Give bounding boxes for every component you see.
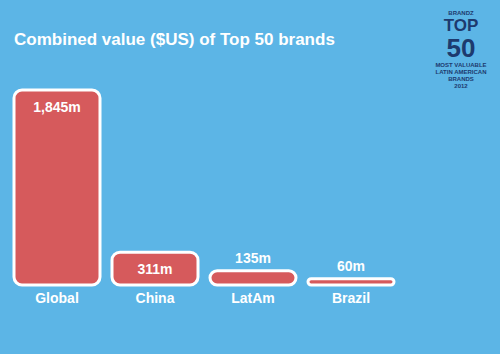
svg-text:Brazil: Brazil [332, 290, 370, 306]
html-text:50: 50 [446, 33, 476, 63]
svg-text:1,845m: 1,845m [33, 99, 80, 115]
svg-text:LatAm: LatAm [231, 290, 275, 306]
svg-text:China: China [136, 290, 175, 306]
svg-text:311m: 311m [137, 261, 172, 277]
svg-text:Global: Global [35, 290, 79, 306]
html-text:2012: 2012 [454, 83, 468, 89]
html-text:MOST VALUABLE: MOST VALUABLE [435, 62, 487, 68]
html-text:Combined value ($US) of Top 50: Combined value ($US) of Top 50 brands [14, 30, 335, 49]
svg-text:135m: 135m [235, 250, 271, 266]
svg-text:60m: 60m [337, 258, 365, 274]
html-text:BRANDZ: BRANDZ [448, 10, 474, 16]
html-text:BRANDS: BRANDS [448, 76, 474, 82]
html-text:TOP: TOP [443, 16, 479, 35]
html-text:LATIN AMERICAN: LATIN AMERICAN [435, 69, 487, 75]
